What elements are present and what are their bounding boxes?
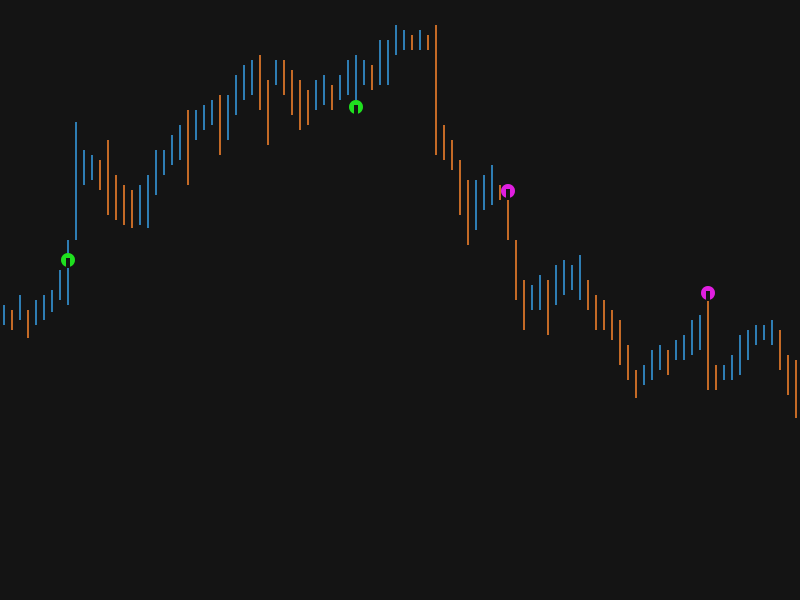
signal-marker bbox=[349, 100, 363, 115]
signal-marker bbox=[701, 286, 715, 301]
signal-marker bbox=[61, 253, 75, 268]
marker-notch bbox=[354, 105, 358, 115]
marker-notch bbox=[706, 291, 710, 301]
signal-marker bbox=[501, 184, 515, 199]
marker-notch bbox=[506, 189, 510, 199]
marker-notch bbox=[66, 258, 70, 268]
